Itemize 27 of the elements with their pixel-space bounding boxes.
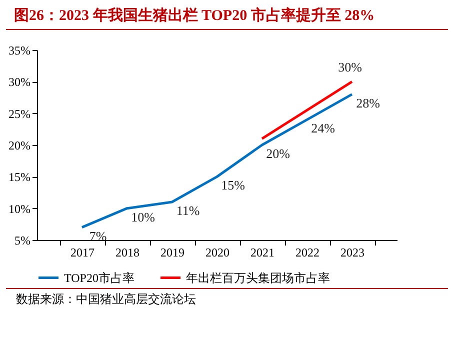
- data-label: 20%: [266, 146, 290, 161]
- y-tick-label: 5%: [14, 234, 30, 248]
- x-tick-label: 2021: [250, 246, 274, 260]
- chart-title: 图26：2023 年我国生猪出栏 TOP20 市占率提升至 28%: [6, 0, 448, 30]
- y-tick-label: 30%: [8, 75, 30, 90]
- data-label: 28%: [356, 95, 380, 110]
- data-label: 15%: [221, 178, 246, 193]
- data-label: 30%: [338, 60, 362, 75]
- data-label: 24%: [311, 120, 336, 136]
- data-label: 11%: [176, 203, 200, 218]
- x-tick-label: 2018: [116, 246, 140, 260]
- legend-label: TOP20市占率: [64, 270, 134, 285]
- legend-label: 年出栏百万头集团场市占率: [186, 270, 330, 285]
- x-tick-label: 2022: [296, 246, 320, 260]
- y-tick-label: 20%: [8, 138, 30, 152]
- data-label: 7%: [89, 228, 107, 244]
- x-tick-label: 2019: [160, 246, 184, 260]
- data-label: 10%: [131, 209, 156, 224]
- y-tick-label: 35%: [8, 44, 30, 58]
- line-series: [80, 93, 354, 229]
- source-note: 数据来源：中国猪业高层交流论坛: [6, 288, 448, 310]
- x-tick-label: 2023: [340, 246, 364, 260]
- x-tick-label: 2017: [70, 246, 94, 260]
- y-tick-label: 25%: [8, 106, 30, 121]
- y-tick-label: 15%: [8, 170, 30, 184]
- x-tick-label: 2020: [206, 246, 230, 260]
- y-tick-label: 10%: [8, 202, 30, 216]
